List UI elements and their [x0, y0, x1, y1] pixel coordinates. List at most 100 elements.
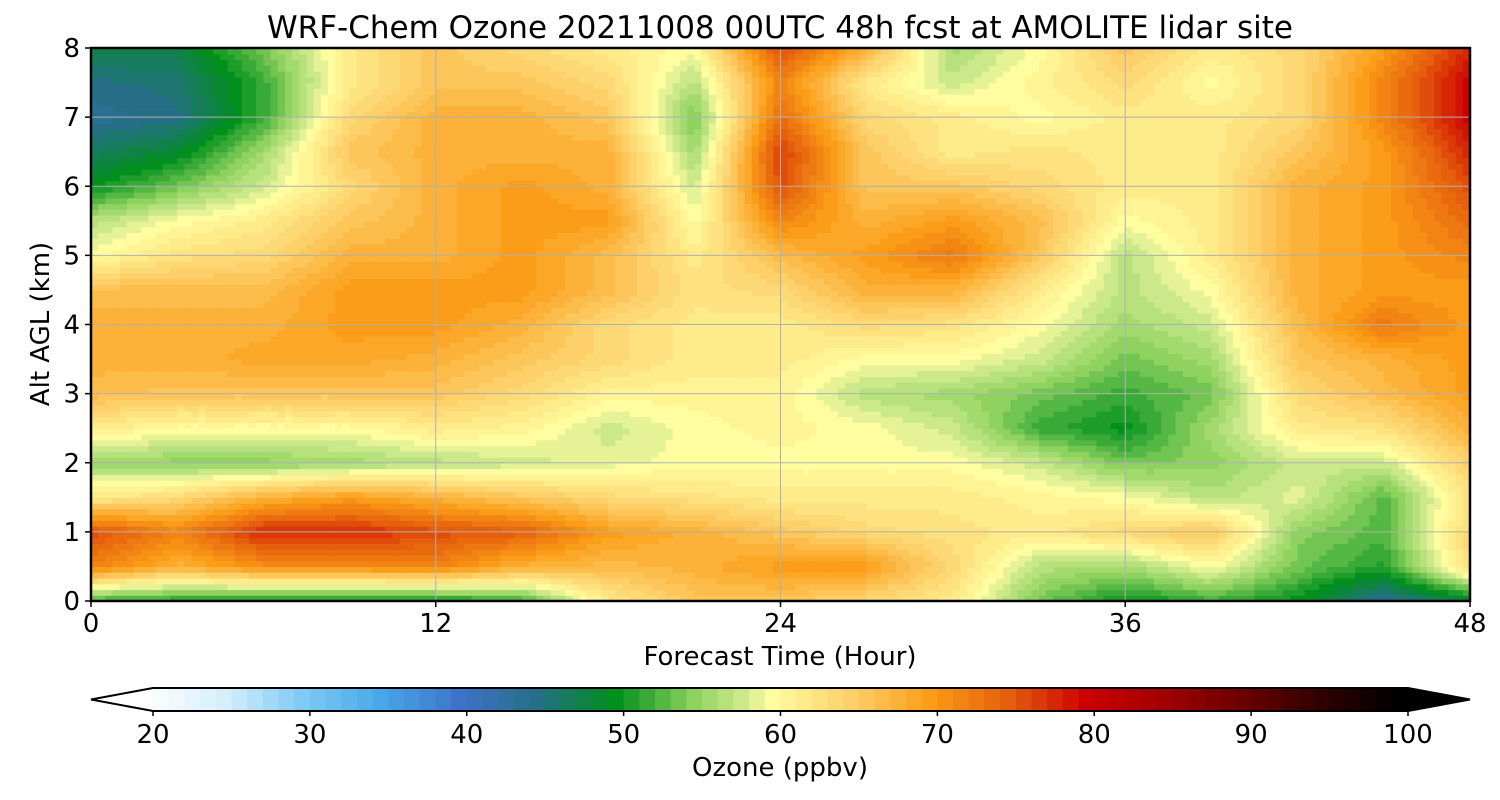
contour-cell	[450, 491, 458, 498]
contour-cell	[1333, 491, 1342, 498]
contour-cell	[1254, 526, 1263, 533]
contour-cell	[924, 462, 932, 470]
contour-cell	[845, 531, 853, 539]
contour-cell	[457, 503, 466, 510]
contour-cell	[737, 456, 746, 464]
contour-cell	[363, 514, 372, 521]
contour-cell	[579, 577, 588, 585]
contour-cell	[363, 526, 372, 533]
contour-cell	[1455, 583, 1464, 591]
contour-cell	[622, 485, 631, 493]
contour-cell	[967, 468, 976, 475]
contour-cell	[758, 480, 767, 487]
contour-cell	[787, 474, 796, 481]
contour-cell	[809, 589, 818, 596]
contour-cell	[866, 543, 875, 550]
contour-cell	[766, 497, 774, 504]
contour-cell	[1434, 543, 1442, 550]
contour-cell	[1311, 497, 1320, 504]
contour-cell	[141, 520, 150, 527]
contour-cell	[636, 503, 645, 510]
contour-cell	[399, 451, 408, 458]
contour-cell	[981, 520, 990, 527]
contour-cell	[579, 526, 588, 533]
contour-cell	[349, 491, 358, 498]
contour-cell	[514, 480, 523, 487]
contour-cell	[909, 549, 918, 556]
contour-cell	[184, 537, 193, 544]
contour-cell	[995, 572, 1004, 579]
contour-cell	[1283, 520, 1292, 527]
contour-cell	[91, 543, 99, 550]
contour-cell	[1276, 543, 1284, 550]
contour-cell	[787, 572, 796, 579]
contour-cell	[1031, 560, 1040, 568]
contour-cell	[873, 526, 882, 533]
contour-cell	[1383, 554, 1392, 562]
contour-cell	[105, 549, 114, 556]
contour-cell	[428, 583, 437, 591]
contour-cell	[1082, 497, 1090, 504]
contour-cell	[1398, 577, 1406, 585]
contour-cell	[385, 531, 394, 539]
contour-cell	[277, 566, 286, 573]
contour-cell	[1369, 583, 1378, 591]
contour-cell	[428, 491, 437, 498]
contour-cell	[119, 589, 128, 596]
contour-cell	[866, 531, 875, 539]
contour-cell	[385, 577, 394, 585]
contour-cell	[1189, 560, 1198, 568]
contour-cell	[1355, 526, 1363, 533]
contour-cell	[1347, 572, 1356, 579]
contour-cell	[1462, 537, 1470, 544]
contour-cell	[119, 451, 128, 458]
contour-cell	[428, 549, 437, 556]
contour-cell	[557, 485, 566, 493]
contour-cell	[1096, 589, 1105, 596]
contour-cell	[672, 526, 681, 533]
contour-cell	[1441, 572, 1450, 579]
contour-cell	[306, 537, 315, 544]
contour-cell	[256, 595, 264, 601]
contour-cell	[529, 560, 537, 568]
contour-cell	[435, 520, 444, 527]
contour-cell	[227, 462, 236, 470]
contour-cell	[141, 595, 150, 601]
contour-cell	[780, 480, 789, 487]
contour-cell	[988, 497, 997, 504]
contour-cell	[737, 508, 746, 516]
contour-cell	[227, 572, 236, 579]
contour-cell	[658, 572, 667, 579]
contour-cell	[902, 468, 911, 475]
contour-cell	[687, 468, 695, 475]
contour-cell	[636, 514, 645, 521]
contour-cell	[1211, 451, 1220, 458]
contour-cell	[1355, 480, 1363, 487]
contour-cell	[665, 560, 674, 568]
contour-cell	[205, 468, 214, 475]
contour-cell	[902, 554, 911, 562]
contour-cell	[608, 485, 616, 493]
contour-cell	[1010, 583, 1019, 591]
contour-cell	[198, 462, 207, 470]
contour-cell	[227, 543, 236, 550]
contour-cell	[1089, 474, 1098, 481]
contour-cell	[823, 566, 832, 573]
contour-cell	[514, 456, 523, 464]
contour-cell	[644, 554, 652, 562]
contour-cell	[407, 572, 415, 579]
contour-cell	[852, 491, 861, 498]
contour-cell	[213, 531, 221, 539]
contour-cell	[529, 514, 537, 521]
contour-cell	[162, 531, 171, 539]
contour-cell	[1060, 468, 1069, 475]
contour-cell	[1189, 520, 1198, 527]
contour-cell	[744, 554, 753, 562]
contour-cell	[306, 595, 315, 601]
contour-cell	[478, 554, 487, 562]
contour-cell	[493, 566, 501, 573]
contour-cell	[802, 560, 810, 568]
contour-cell	[916, 451, 925, 458]
contour-cell	[895, 577, 904, 585]
contour-cell	[1082, 491, 1090, 498]
